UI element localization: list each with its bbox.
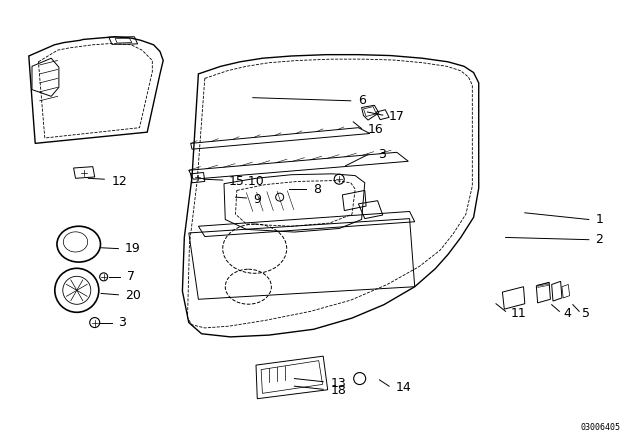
Text: 6: 6	[358, 94, 366, 108]
Text: 3: 3	[118, 316, 126, 329]
Text: 17: 17	[389, 110, 405, 123]
Text: 20: 20	[125, 289, 141, 302]
Text: 7: 7	[127, 270, 135, 284]
Text: 3: 3	[378, 148, 385, 161]
Text: 14: 14	[396, 381, 412, 394]
Text: 15.10: 15.10	[229, 175, 265, 188]
Text: 5: 5	[582, 307, 590, 320]
Text: 11: 11	[511, 307, 527, 320]
Text: 13: 13	[330, 376, 346, 390]
Text: 03006405: 03006405	[581, 423, 621, 432]
Text: 12: 12	[112, 175, 128, 188]
Text: 4: 4	[563, 307, 571, 320]
Text: 18: 18	[330, 384, 346, 397]
Text: 8: 8	[314, 182, 322, 196]
Text: 19: 19	[125, 242, 141, 255]
Text: 9: 9	[253, 193, 260, 206]
Text: 1: 1	[595, 213, 603, 226]
Text: 16: 16	[368, 123, 384, 137]
Text: 2: 2	[595, 233, 603, 246]
